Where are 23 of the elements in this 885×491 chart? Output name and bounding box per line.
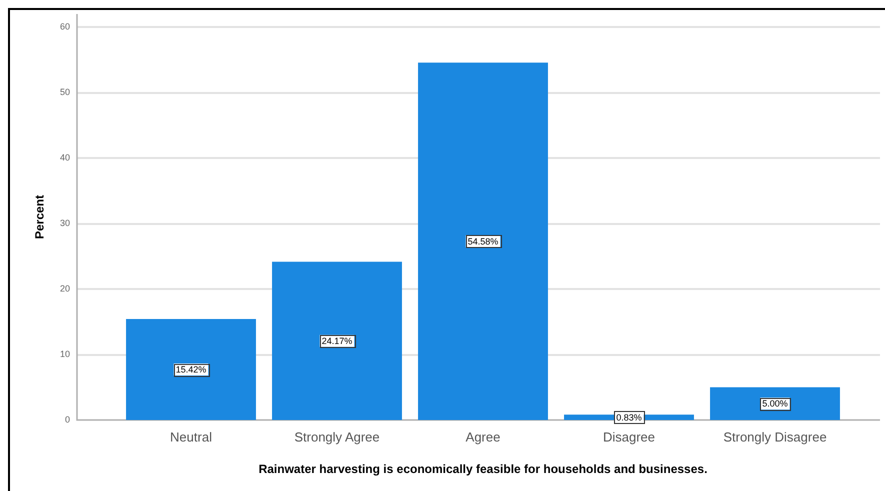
bar <box>272 262 402 420</box>
y-tick-label: 60 <box>60 22 70 32</box>
bar <box>418 62 548 420</box>
bar <box>126 319 256 420</box>
data-label: 24.17% <box>322 336 352 346</box>
data-label: 5.00% <box>762 398 788 409</box>
x-tick-label: Agree <box>466 429 500 444</box>
bar <box>710 387 840 420</box>
x-tick-label: Strongly Disagree <box>723 429 827 444</box>
y-tick-label: 10 <box>60 349 70 359</box>
x-tick-label: Strongly Agree <box>294 429 380 444</box>
data-label: 15.42% <box>176 364 206 374</box>
y-tick-label: 0 <box>64 414 70 424</box>
y-tick-label: 20 <box>60 284 70 294</box>
y-tick-label: 50 <box>60 87 70 98</box>
x-tick-label: Disagree <box>602 429 656 444</box>
x-axis-title: Rainwater harvesting is economically feasible for households and businesses. <box>258 462 708 476</box>
y-axis-title: Percent <box>32 194 47 240</box>
x-tick-label: Neutral <box>170 429 212 444</box>
data-label: 0.83% <box>616 412 642 422</box>
data-label: 54.58% <box>468 236 498 246</box>
y-tick-label: 30 <box>60 218 70 228</box>
y-tick-label: 40 <box>60 152 70 163</box>
